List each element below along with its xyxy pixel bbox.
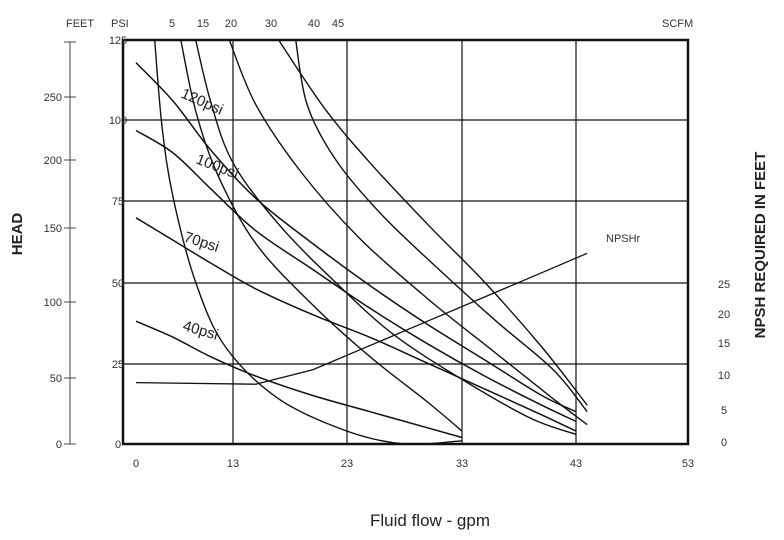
labels: 0 13 23 33 43 5312510075502502502001501005002…	[44, 18, 730, 470]
x-tick-label: 53	[682, 458, 694, 470]
feet-tick-label: 0	[56, 439, 62, 451]
x-tick-label: 43	[570, 458, 582, 470]
psi-tick-label: 100	[109, 115, 127, 127]
x-tick-label: 23	[341, 458, 353, 470]
psi-axis-label: PSI	[111, 18, 129, 30]
feet-tick-label: 100	[44, 297, 62, 309]
x-tick-label: 33	[456, 458, 468, 470]
npsh-tick-label: 20	[718, 309, 730, 321]
npsh-tick-label: 25	[718, 279, 730, 291]
pressure-curve-120psi	[135, 62, 577, 413]
npsh-curve-label: NPSHr	[606, 233, 641, 245]
air-curve-45	[295, 39, 588, 413]
psi-tick-label: 25	[112, 359, 124, 371]
feet-tick-label: 200	[44, 155, 62, 167]
air-curve-15	[180, 39, 463, 432]
scfm-tick-label: 45	[332, 18, 344, 30]
scfm-tick-label: 5	[169, 18, 175, 30]
air-curve-5	[154, 39, 463, 446]
scfm-tick-label: 40	[308, 18, 320, 30]
psi-tick-label: 75	[112, 196, 124, 208]
pressure-label-120psi: 120psi	[178, 85, 225, 119]
npsh-tick-label: 0	[721, 437, 727, 449]
x-tick-label: 0	[133, 458, 139, 470]
pressure-curve-70psi	[135, 217, 577, 432]
curves	[135, 39, 588, 446]
scfm-axis-label: SCFM	[662, 18, 693, 30]
pressure-curve-100psi	[135, 129, 577, 423]
npsh-tick-label: 10	[718, 370, 730, 382]
x-axis-title: Fluid flow - gpm	[370, 511, 490, 530]
pressure-label-100psi: 100psi	[194, 151, 241, 183]
feet-tick-label: 150	[44, 223, 62, 235]
axes	[64, 41, 76, 445]
scfm-tick-label: 30	[265, 18, 277, 30]
npsh-curve	[135, 252, 588, 385]
feet-axis-label: FEET	[66, 18, 94, 30]
feet-tick-label: 250	[44, 92, 62, 104]
pressure-curve-40psi	[135, 320, 463, 439]
air-curve-20	[195, 39, 577, 435]
feet-tick-label: 50	[50, 373, 62, 385]
psi-tick-label: 50	[112, 278, 124, 290]
air-curve-40	[278, 39, 588, 406]
pressure-label-70psi: 70psi	[182, 229, 221, 256]
npsh-tick-label: 15	[718, 338, 730, 350]
npsh-tick-label: 5	[721, 405, 727, 417]
scfm-tick-label: 20	[225, 18, 237, 30]
pressure-label-40psi: 40psi	[181, 318, 220, 344]
y2-axis-title: NPSH REQUIRED IN FEET	[752, 152, 769, 339]
scfm-tick-label: 15	[197, 18, 209, 30]
air-curve-30	[228, 39, 588, 426]
psi-tick-label: 125	[109, 35, 127, 47]
x-tick-label: 13	[227, 458, 239, 470]
psi-tick-label: 0	[115, 439, 121, 451]
y-axis-title: HEAD	[9, 213, 26, 256]
